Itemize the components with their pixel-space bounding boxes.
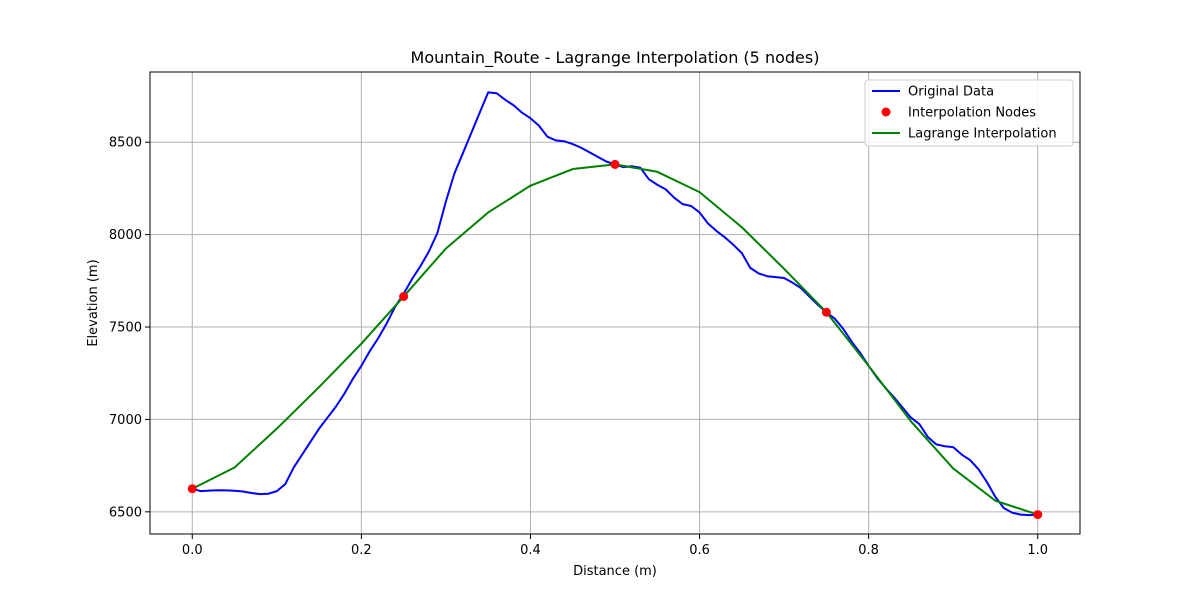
x-axis-title: Distance (m) (573, 564, 657, 579)
plot-frame (149, 71, 1081, 535)
node-point (610, 159, 620, 169)
y-tick-label: 7000 (109, 413, 142, 428)
y-tick-label: 8000 (109, 228, 142, 243)
chart-title: Mountain_Route - Lagrange Interpolation … (411, 48, 820, 68)
legend-swatch-interpolation-nodes (881, 107, 891, 117)
plot-series (187, 91, 1043, 520)
legend-label-interpolation-nodes: Interpolation Nodes (908, 106, 1036, 121)
node-point (821, 307, 831, 317)
x-tick-label: 0.2 (351, 543, 372, 558)
node-point (1033, 510, 1043, 520)
y-tick-label: 6500 (109, 505, 142, 520)
axis-ticks: 0.0 0.2 0.4 0.6 0.8 1.0 6500 7000 7500 8000 8500 (109, 136, 1048, 558)
legend-label-lagrange-interpolation: Lagrange Interpolation (908, 127, 1057, 142)
y-axis-title: Elevation (m) (86, 259, 101, 346)
legend-box (864, 79, 1074, 147)
x-tick-label: 0.8 (858, 543, 879, 558)
x-tick-label: 0.4 (520, 543, 541, 558)
legend: Original Data Interpolation Nodes Lagrange… (864, 79, 1074, 147)
node-point (187, 484, 197, 494)
y-tick-label: 7500 (109, 321, 142, 336)
x-tick-label: 0.0 (182, 543, 203, 558)
x-tick-label: 1.0 (1027, 543, 1048, 558)
x-tick-label: 0.6 (689, 543, 710, 558)
legend-label-original-data: Original Data (908, 85, 994, 100)
y-tick-label: 8500 (109, 136, 142, 151)
node-point (399, 292, 409, 302)
